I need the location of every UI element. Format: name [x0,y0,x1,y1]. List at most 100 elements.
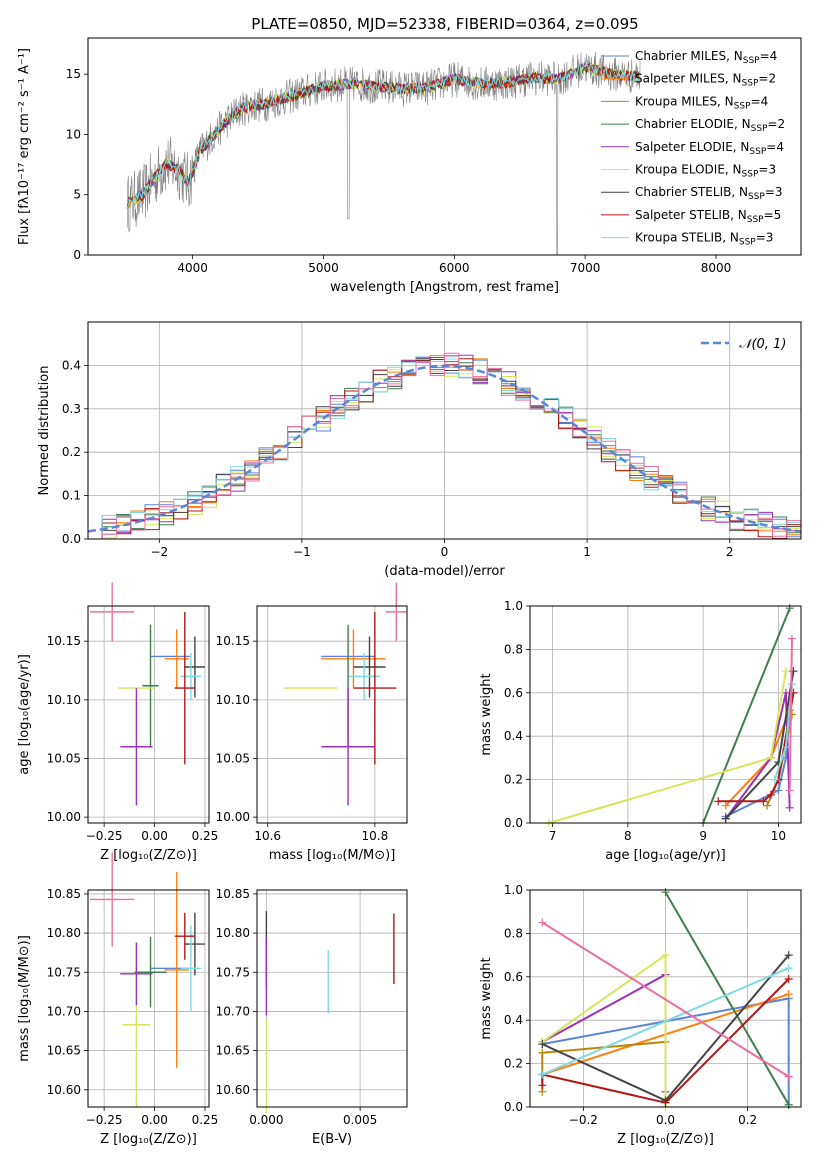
model-line-7 [126,62,641,209]
y-tick-label: 10.15 [216,634,250,648]
x-tick-label: 2 [726,545,734,559]
weight-marker [721,814,730,823]
y-tick-label: 0.3 [62,402,81,416]
x-tick-label: 0.25 [192,829,219,843]
y-axis-label: Normed distribution [37,366,52,496]
y-tick-label: 0.4 [504,729,523,743]
x-tick-label: −0.2 [569,1113,598,1127]
y-tick-label: 10.70 [216,1004,250,1018]
legend-label-normal: 𝒩(0, 1) [739,337,786,352]
axes-frame [529,605,802,824]
weight-marker [538,918,547,927]
y-axis-label: mass weight [479,673,494,755]
weight-marker [759,797,768,806]
model-line-8 [126,60,641,209]
weight-marker [781,743,790,752]
legend-label-3: Chabrier ELODIE, NSSP=2 [635,117,785,134]
age-vs-z-panel [84,582,209,827]
x-tick-label: −0.25 [86,829,123,843]
axes-frame [529,889,802,1108]
y-tick-label: 0.2 [504,773,523,787]
weight-marker [784,1100,793,1109]
y-tick-label: 10.10 [47,693,81,707]
y-tick-label: 10.65 [216,1044,250,1058]
weight-line-9 [788,638,793,791]
axes-frame [87,321,802,540]
y-tick-label: 10.60 [216,1083,250,1097]
weight-line-9 [541,921,790,1078]
axes-frame [256,605,408,824]
axes-frame [87,37,802,256]
y-tick-label: 0.6 [504,970,523,984]
y-tick-label: 0.6 [504,686,523,700]
y-tick-label: 10 [66,127,81,141]
x-axis-label: mass [log₁₀(M/M⊙)] [269,848,396,863]
weight-line-4 [724,692,791,820]
x-tick-label: 0.00 [141,1113,168,1127]
x-tick-label: 7 [549,829,557,843]
x-tick-label: 8000 [701,261,732,275]
weight-marker [661,888,670,897]
weight-marker [766,753,775,762]
y-tick-label: 0.4 [504,1013,523,1027]
age-vs-mass-panel [253,582,407,827]
axes-frame [87,889,210,1108]
weight-marker [721,801,730,810]
legend-label-0: Chabrier MILES, NSSP=4 [635,49,777,66]
y-tick-label: 0.0 [504,816,523,830]
y-axis-label: mass weight [479,957,494,1039]
x-tick-label: 0.0 [656,1113,675,1127]
y-axis-label: age [log₁₀(age/yr)] [17,654,32,775]
weight-marker [661,1098,670,1107]
weight-marker [784,974,793,983]
y-tick-label: 10.70 [47,1004,81,1018]
x-tick-label: 7000 [570,261,601,275]
figure-title: PLATE=0850, MJD=52338, FIBERID=0364, z=0… [251,15,638,33]
y-tick-label: 1.0 [504,599,523,613]
y-tick-label: 10.10 [216,693,250,707]
x-tick-label: 4000 [177,261,208,275]
weight-line-7 [541,978,790,1104]
weight-vs-age-panel [526,604,801,827]
x-tick-label: 1 [583,545,591,559]
weight-marker [538,1081,547,1090]
weight-marker [787,634,796,643]
weight-marker [661,951,670,960]
y-tick-label: 0.1 [62,489,81,503]
axes-frame [87,605,210,824]
y-axis-label: Flux [fλ10⁻¹⁷ erg cm⁻² s⁻¹ A⁻¹] [17,48,32,245]
y-tick-label: 10.80 [47,926,81,940]
y-tick-label: 0 [73,248,81,262]
y-tick-label: 10.65 [47,1044,81,1058]
weight-marker [784,951,793,960]
y-tick-label: 10.00 [47,810,81,824]
y-tick-label: 0.8 [504,642,523,656]
weight-marker [784,990,793,999]
weight-marker [538,1040,547,1049]
x-axis-label: (data-model)/error [384,564,505,579]
y-tick-label: 10.85 [47,887,81,901]
y-tick-label: 10.75 [216,965,250,979]
x-tick-label: 6000 [439,261,470,275]
y-tick-label: 1.0 [504,883,523,897]
y-tick-label: 5 [73,188,81,202]
x-tick-label: 9 [699,829,707,843]
weight-marker [785,604,794,613]
y-tick-label: 10.05 [47,751,81,765]
y-tick-label: 10.15 [47,634,81,648]
x-axis-label: age [log₁₀(age/yr)] [605,848,726,863]
x-tick-label: 0.25 [192,1113,219,1127]
y-tick-label: 10.05 [216,751,250,765]
mass-vs-z-panel [84,852,209,1111]
x-tick-label: −2 [150,545,168,559]
legend-label-7: Salpeter STELIB, NSSP=5 [635,208,781,225]
weight-marker [538,1048,547,1057]
x-tick-label: 10.6 [254,829,281,843]
weight-marker [774,786,783,795]
x-axis-label: Z [log₁₀(Z/Z⊙)] [100,1132,197,1147]
x-tick-label: 0.005 [343,1113,377,1127]
spectrum-plot-area [126,52,641,255]
y-tick-label: 15 [66,67,81,81]
x-axis-label: E(B-V) [312,1132,352,1147]
